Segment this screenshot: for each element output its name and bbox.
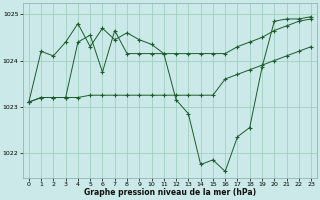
X-axis label: Graphe pression niveau de la mer (hPa): Graphe pression niveau de la mer (hPa) (84, 188, 256, 197)
